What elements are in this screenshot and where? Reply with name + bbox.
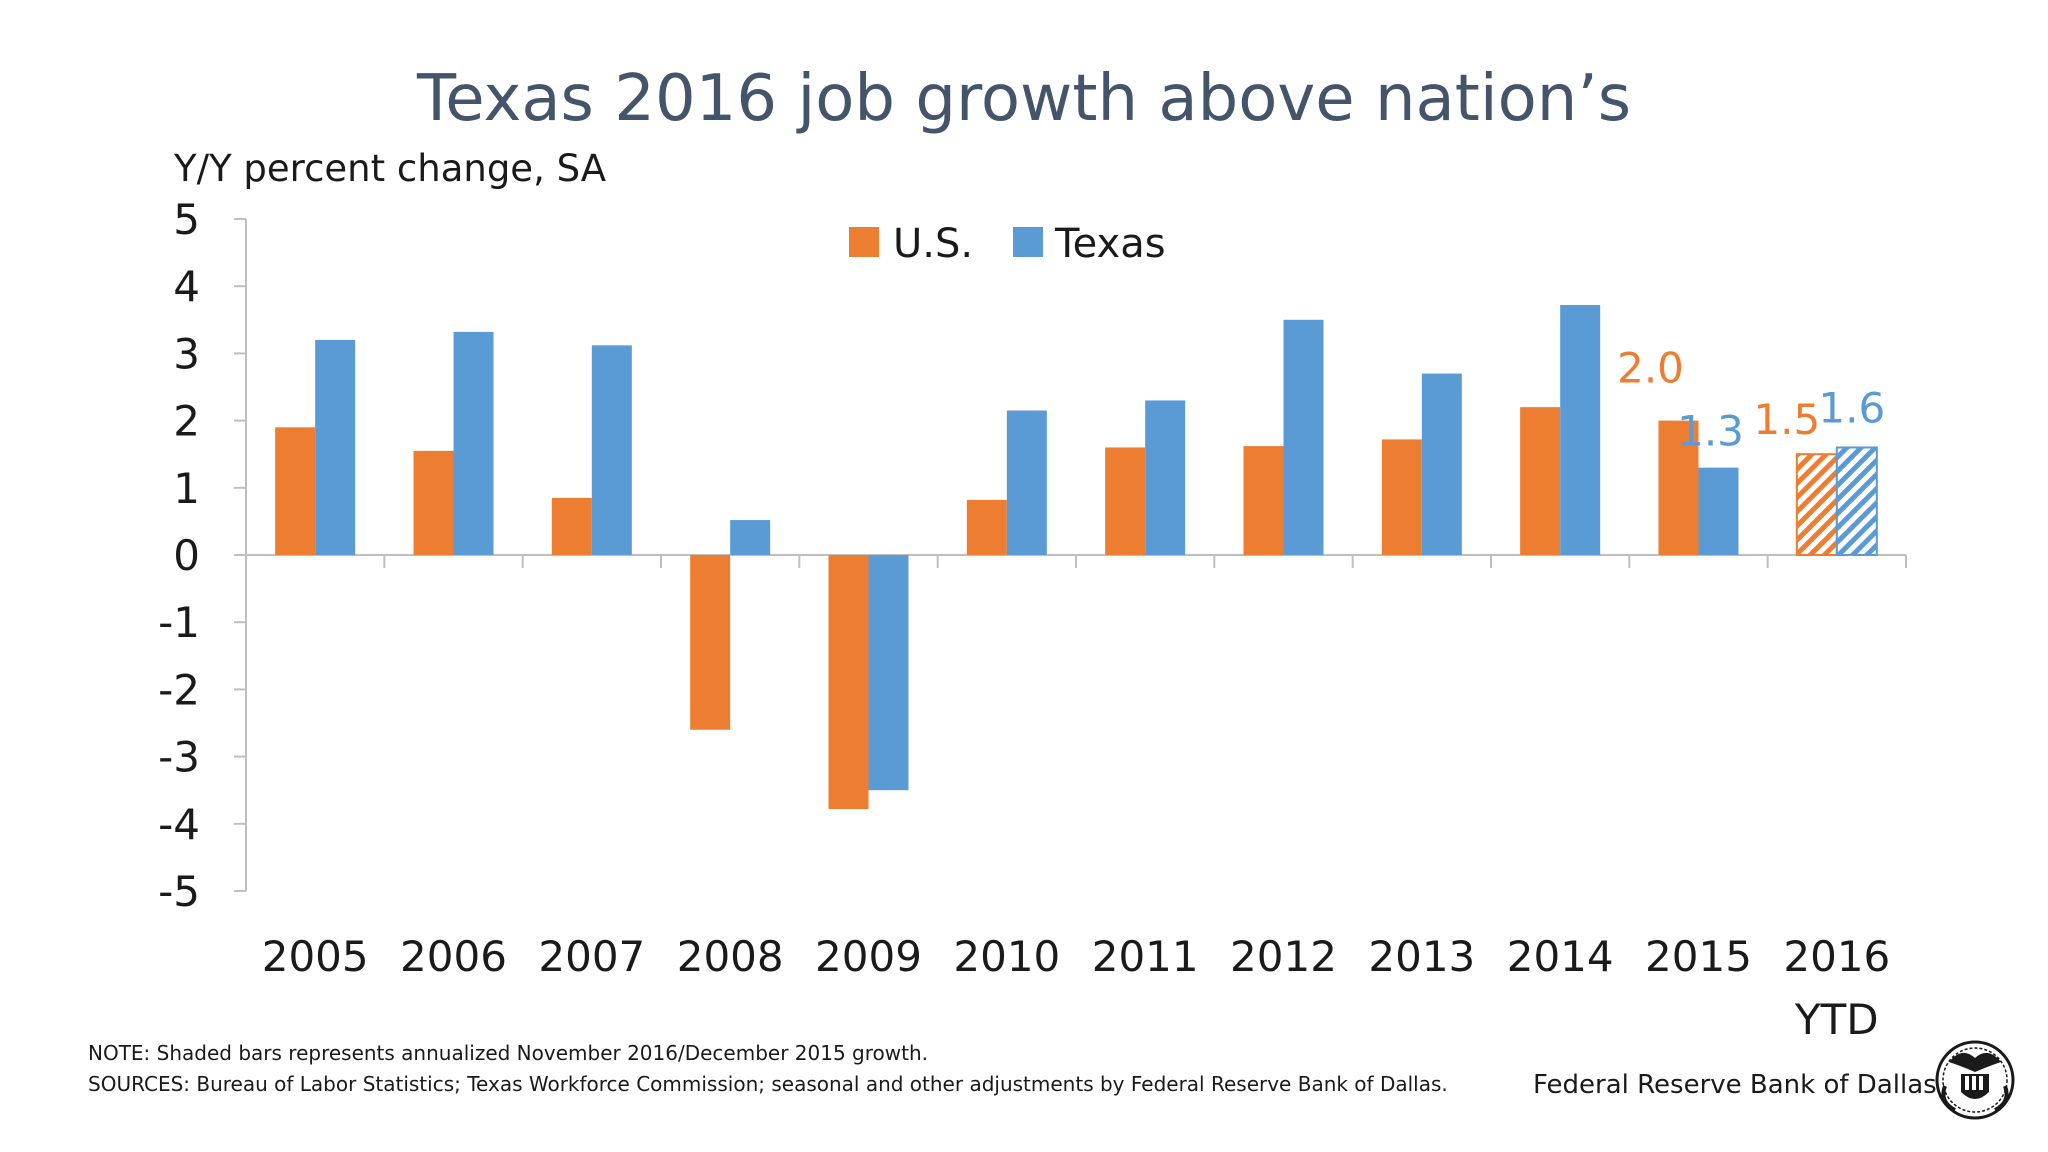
bar-texas-2015: [1698, 467, 1739, 555]
bar-us-2012: [1243, 446, 1284, 555]
x-category-label: 2007: [538, 932, 645, 981]
bar-texas-2009: [868, 555, 909, 791]
bar-texas-2010: [1006, 410, 1047, 555]
bar-us-2010: [966, 499, 1007, 555]
data-label: 1.5: [1753, 395, 1820, 444]
y-tick-label: -2: [158, 665, 200, 714]
bar-us-2007: [551, 497, 592, 555]
y-axis-ticks: 5 4 3 2 1 0 -1 -2 -3 -4 -5: [158, 195, 246, 916]
footnote-note: NOTE: Shaded bars represents annualized …: [88, 1041, 928, 1065]
x-category-label: 2011: [1092, 932, 1199, 981]
x-category-label: 2013: [1368, 932, 1475, 981]
bar-us-2005: [275, 427, 316, 555]
y-tick-label: 4: [173, 262, 200, 311]
bar-us-2011: [1105, 447, 1146, 555]
x-category-label: 2005: [262, 932, 369, 981]
footnote-sources: SOURCES: Bureau of Labor Statistics; Tex…: [88, 1072, 1448, 1096]
bar-us-2008: [690, 555, 731, 730]
x-category-label: 2006: [400, 932, 507, 981]
x-axis-ticks: [245, 555, 1907, 568]
y-tick-label: -5: [158, 867, 200, 916]
category-labels: 2005 2006 2007 2008 2009 2010 2011 2012 2013 2014…: [262, 932, 1891, 1044]
legend-label-us: U.S.: [893, 221, 973, 267]
y-tick-label: -4: [158, 800, 200, 849]
bar-texas-2013: [1421, 373, 1462, 555]
footer-credit: Federal Reserve Bank of Dallas: [1533, 1070, 1937, 1100]
y-axis-label: Y/Y percent change, SA: [173, 147, 606, 190]
x-category-label: 2016: [1783, 932, 1890, 981]
data-labels: 2.0 1.3 1.51.6: [1617, 344, 1885, 456]
bars: [275, 305, 1878, 810]
x-category-label: 2012: [1230, 932, 1337, 981]
bar-texas-2014: [1560, 305, 1601, 555]
bar-texas-2008: [730, 520, 771, 555]
bar-us-2015: [1658, 420, 1699, 555]
bar-texas-2012: [1283, 319, 1324, 555]
x-category-sublabel: YTD: [1794, 995, 1879, 1044]
y-tick-label: -1: [158, 598, 200, 647]
y-tick-label: 3: [173, 329, 200, 378]
data-label: 2.0: [1617, 344, 1684, 393]
y-tick-label: -3: [158, 733, 200, 782]
x-category-label: 2015: [1645, 932, 1752, 981]
legend-label-texas: Texas: [1054, 221, 1166, 267]
x-category-label: 2014: [1507, 932, 1614, 981]
bar-us-2016: [1795, 453, 1838, 557]
x-category-label: 2009: [815, 932, 922, 981]
bar-texas-2007: [591, 345, 632, 555]
bar-texas-2016: [1835, 446, 1878, 557]
y-tick-label: 1: [173, 464, 200, 513]
x-category-label: 2008: [677, 932, 784, 981]
y-tick-label: 2: [173, 397, 200, 446]
data-label: 1.3: [1677, 407, 1744, 456]
legend-swatch-us: [849, 227, 879, 257]
federal-reserve-seal-icon: [1935, 1040, 2015, 1120]
y-tick-label: 0: [173, 531, 200, 580]
y-tick-label: 5: [173, 195, 200, 244]
bar-us-2014: [1520, 407, 1561, 555]
chart-title: Texas 2016 job growth above nation’s: [416, 62, 1631, 136]
bar-texas-2006: [453, 331, 494, 555]
bar-texas-2005: [315, 339, 356, 555]
legend: U.S. Texas: [849, 221, 1166, 267]
bar-us-2006: [413, 450, 454, 555]
data-label: 1.6: [1818, 383, 1885, 432]
bar-us-2009: [828, 555, 869, 810]
bar-us-2013: [1381, 439, 1422, 555]
bar-texas-2011: [1145, 400, 1186, 555]
x-category-label: 2010: [953, 932, 1060, 981]
legend-swatch-texas: [1013, 227, 1043, 257]
